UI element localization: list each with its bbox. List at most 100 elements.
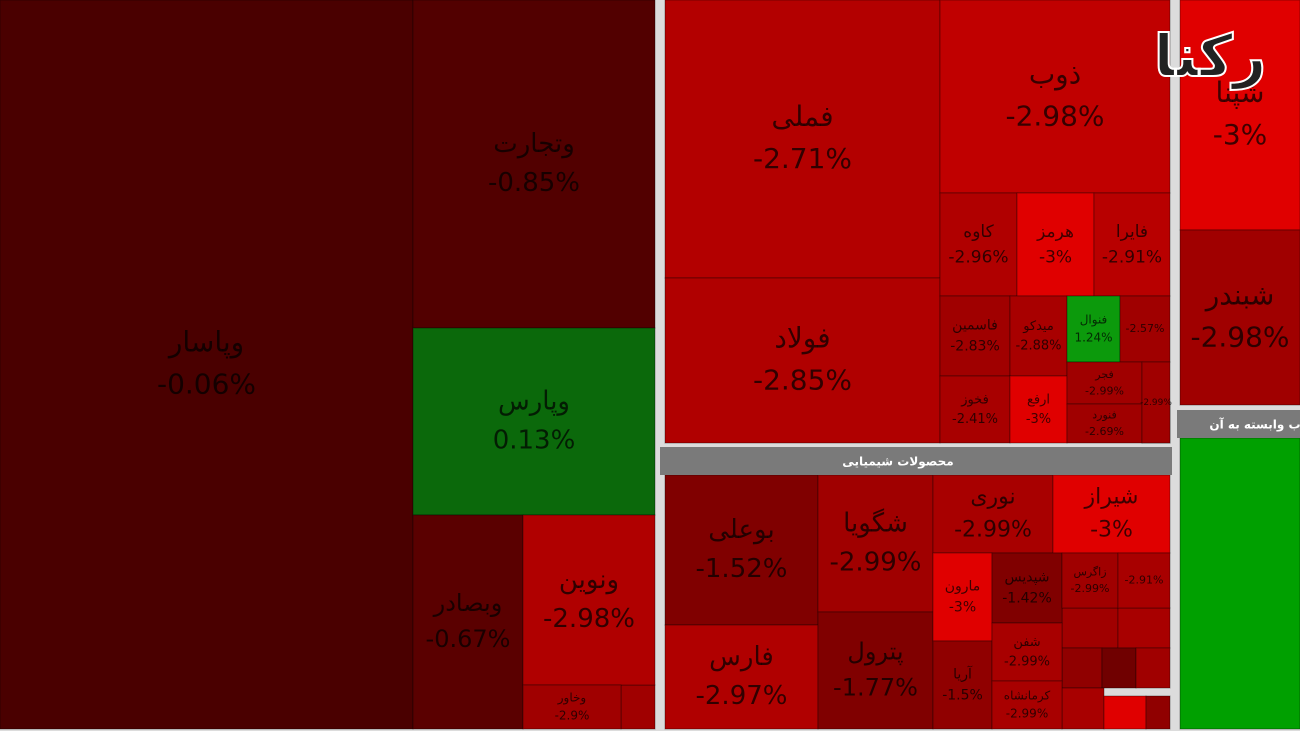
tile — [932, 552, 993, 642]
tile — [0, 0, 414, 730]
tile — [932, 474, 1054, 554]
tile-change: -2.9% — [555, 709, 590, 723]
tile-change: -2.71% — [753, 142, 852, 175]
tile-change: -1.5% — [942, 688, 983, 704]
tile — [664, 0, 941, 279]
tile — [817, 474, 934, 613]
tile — [412, 0, 656, 329]
tile-change: -2.99% — [1006, 707, 1048, 721]
tile-name: وبصادر — [433, 589, 503, 617]
tile-name: وپاسار — [167, 326, 244, 359]
tile — [1061, 647, 1103, 689]
tile-change: -2.99% — [1140, 398, 1172, 408]
tile-change: -2.99% — [1085, 384, 1124, 397]
tile-name: شپدیس — [1004, 570, 1049, 586]
tile — [1061, 552, 1119, 609]
tile-change: -2.85% — [753, 364, 852, 397]
tile-name: بوعلی — [708, 515, 774, 545]
tile — [1052, 474, 1171, 554]
tile-change: -2.99% — [954, 518, 1032, 543]
tile-name: شفن — [1013, 635, 1040, 650]
tile — [1141, 361, 1171, 444]
tile — [1009, 295, 1068, 377]
tile — [817, 611, 934, 730]
group-title: ب وابسته به آن — [1209, 417, 1300, 433]
tile-name: کاوه — [963, 222, 994, 242]
tile-name: مارون — [945, 579, 981, 595]
tile-change: -1.77% — [833, 674, 918, 702]
tile-name: فایرا — [1116, 222, 1148, 242]
tile-change: -2.69% — [1085, 425, 1124, 438]
tile-name: فارس — [709, 642, 774, 672]
tile-change: -1.42% — [1002, 591, 1052, 607]
tile-change: -2.99% — [1071, 582, 1110, 595]
tile-name: فملی — [771, 100, 833, 133]
tile — [991, 622, 1063, 682]
tile — [1066, 403, 1143, 444]
tile — [664, 277, 941, 444]
tile — [1101, 647, 1137, 689]
tile — [1145, 695, 1171, 730]
tile-change: -0.85% — [488, 168, 580, 198]
tile-name: فنورد — [1092, 408, 1116, 421]
tile-name: کرمانشاه — [1004, 689, 1051, 704]
tile — [1103, 695, 1147, 730]
tile-change: -3% — [1039, 247, 1072, 267]
tile — [1119, 295, 1171, 363]
tile-name: وخاور — [557, 691, 586, 706]
tile — [412, 327, 656, 516]
tile — [932, 640, 993, 730]
group-title: محصولات شیمیایی — [842, 455, 953, 470]
tile-name: فنوال — [1080, 313, 1108, 328]
tile — [664, 624, 819, 730]
tile-change: -2.83% — [950, 339, 1000, 355]
tile-change: -2.99% — [830, 548, 922, 578]
tile-name: ونوین — [559, 565, 619, 595]
tile — [1117, 607, 1171, 649]
tile — [991, 680, 1063, 730]
tile-name: فجر — [1094, 368, 1113, 381]
tile — [1179, 437, 1300, 730]
tile — [412, 514, 524, 730]
tile — [1009, 375, 1068, 444]
tile — [939, 375, 1011, 444]
tile-name: شبندر — [1204, 279, 1275, 312]
tile — [1135, 647, 1171, 689]
tile-change: -2.91% — [1102, 247, 1162, 267]
tile-name: پترول — [847, 638, 903, 666]
tile-name: زاگرس — [1073, 565, 1106, 578]
tile-name: فاسمین — [952, 318, 998, 334]
group-header — [660, 447, 1172, 475]
tile — [664, 474, 819, 626]
tile — [939, 192, 1018, 297]
tile-change: -2.99% — [1004, 654, 1050, 669]
tile-change: -0.67% — [426, 625, 511, 653]
tile-change: -1.52% — [696, 554, 788, 584]
tile-name: شگویا — [843, 508, 908, 539]
tile — [620, 684, 656, 730]
tile-name: شپنا — [1216, 76, 1265, 109]
group-header — [1177, 410, 1300, 438]
tile-change: -3% — [1213, 118, 1268, 151]
tile — [1061, 687, 1105, 730]
tile — [1093, 192, 1171, 297]
tile-name: وتجارت — [493, 129, 575, 159]
tile-name: آریا — [953, 666, 973, 683]
tile-name: میدکو — [1022, 319, 1054, 334]
logo: رکنا — [1154, 22, 1267, 90]
tile — [1117, 552, 1171, 609]
tile-change: 1.24% — [1074, 331, 1112, 345]
tile — [1179, 0, 1300, 231]
tile — [522, 684, 622, 730]
tile-change: -2.57% — [1126, 322, 1165, 335]
tile-change: -3% — [1026, 412, 1051, 427]
tile-name: نوری — [970, 485, 1015, 510]
tile-change: -3% — [949, 600, 976, 616]
tile-name: ارفع — [1027, 392, 1050, 407]
tile — [1179, 229, 1300, 406]
tile — [522, 514, 656, 686]
tile-change: 0.13% — [493, 426, 576, 456]
